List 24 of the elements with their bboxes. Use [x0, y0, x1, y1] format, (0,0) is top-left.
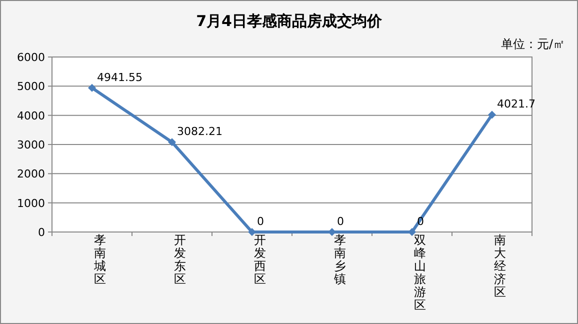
point: [488, 110, 496, 119]
text: 单位：元/㎡: [500, 37, 565, 51]
point: [88, 84, 96, 92]
x-tick-label: 开发西区: [254, 233, 266, 286]
data-label: 0: [337, 215, 344, 228]
data-label: 3082.21: [177, 125, 222, 138]
x-tick-label: 南大经济区: [494, 233, 506, 299]
y-tick-label: 3000: [17, 138, 45, 152]
data-label: 0: [417, 215, 424, 228]
data-label: 4021.7: [497, 98, 536, 111]
y-tick-label: 5000: [17, 80, 45, 94]
x-tick-label: 孝南乡镇: [333, 233, 346, 286]
y-tick-label: 0: [38, 226, 45, 239]
chart-title: 7月4日孝感商品房成交均价: [196, 12, 383, 30]
x-tick-label: 开发东区: [174, 233, 186, 286]
data-label: 0: [257, 215, 264, 228]
y-tick-label: 6000: [17, 51, 45, 64]
point: [168, 138, 176, 146]
x-tick-label: 双峰山旅游区: [414, 233, 426, 312]
y-tick-label: 1000: [17, 196, 45, 210]
y-tick-label: 2000: [17, 168, 45, 181]
y-tick-label: 4000: [17, 109, 45, 122]
data-label: 4941.55: [97, 70, 142, 84]
x-tick-label: 孝南城区: [93, 233, 106, 286]
